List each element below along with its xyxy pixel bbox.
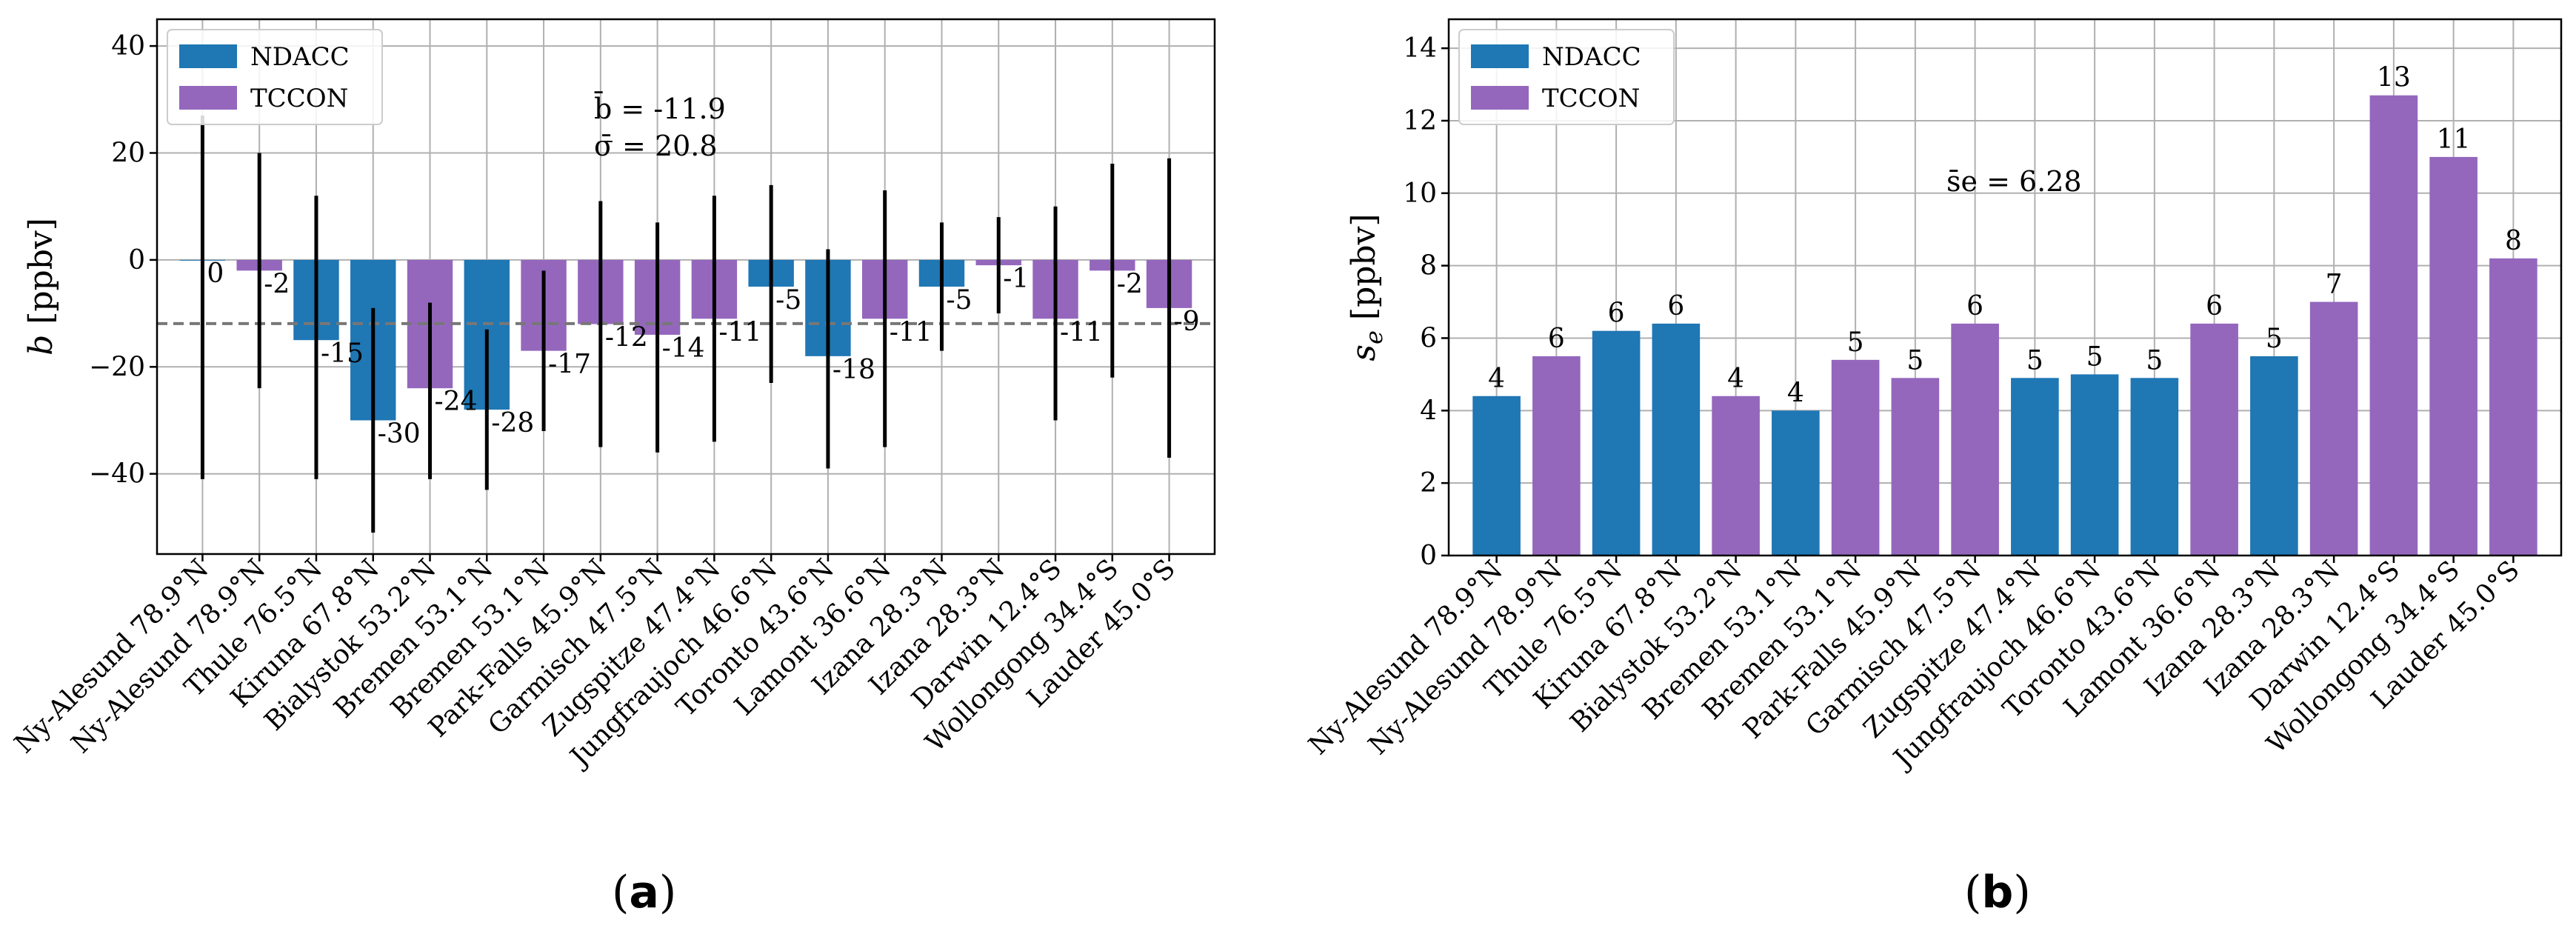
- bar: [2190, 323, 2238, 556]
- data-label: -1: [1003, 264, 1029, 294]
- y-axis-label: b [ppbv]: [22, 218, 60, 356]
- data-label: -30: [378, 419, 421, 450]
- y-tick-label: 2: [1420, 468, 1437, 498]
- bar: [1532, 356, 1581, 556]
- legend-label: NDACC: [1542, 42, 1641, 72]
- data-label: -2: [264, 269, 290, 299]
- y-tick-label: 8: [1420, 251, 1437, 281]
- data-label: 5: [1847, 327, 1864, 358]
- bar: [2369, 95, 2418, 556]
- data-label: 0: [207, 258, 224, 289]
- stat-annotation: σ̄ = 20.8: [594, 130, 718, 162]
- panel-b-label: (b): [1964, 867, 2031, 918]
- bar: [1951, 323, 1999, 556]
- data-label: 5: [2146, 345, 2163, 376]
- data-label: 5: [1906, 345, 1923, 376]
- data-label: -17: [548, 350, 591, 380]
- bar: [1652, 323, 1701, 556]
- bar: [1592, 330, 1641, 556]
- data-label: 4: [1727, 364, 1744, 394]
- data-label: 5: [2026, 345, 2043, 376]
- y-tick-label: 4: [1420, 396, 1437, 426]
- legend-swatch: [179, 86, 237, 110]
- bar: [1831, 359, 1880, 556]
- legend-label: TCCON: [250, 84, 348, 113]
- bar: [2250, 356, 2298, 556]
- bar: [2489, 258, 2537, 556]
- axes-frame: [1447, 18, 2563, 557]
- bar: [1772, 410, 1820, 556]
- axes-frame: [156, 18, 1216, 556]
- data-label: 8: [2505, 226, 2522, 256]
- y-tick-label: −20: [89, 352, 145, 382]
- data-label: 5: [2266, 324, 2283, 354]
- y-axis-label: se [ppbv]: [1345, 213, 1388, 361]
- y-tick-label: 10: [1403, 179, 1437, 209]
- data-label: -14: [662, 333, 705, 364]
- data-label: -15: [321, 338, 364, 369]
- data-label: -24: [435, 387, 478, 417]
- y-tick-label: 14: [1403, 33, 1437, 64]
- bar: [2130, 378, 2179, 556]
- data-label: -2: [1117, 269, 1143, 299]
- data-label: 6: [2206, 291, 2223, 321]
- data-label: 11: [2437, 124, 2471, 155]
- y-tick-label: 20: [111, 139, 145, 169]
- data-label: 6: [1548, 324, 1565, 354]
- y-tick-label: 0: [1420, 541, 1437, 571]
- data-label: -28: [491, 408, 534, 438]
- data-label: -9: [1174, 307, 1200, 337]
- bar: [1891, 378, 1940, 556]
- y-tick-label: −40: [89, 459, 145, 490]
- data-label: -11: [718, 317, 761, 347]
- data-label: -5: [775, 285, 801, 316]
- bar: [1472, 396, 1521, 556]
- panel-a-chart: 0 -2 -15 -30 -24 -28 -17 -12 -14 -11 -5 -18 -11 -5 -1 -…: [9, 18, 1216, 774]
- bar: [1712, 396, 1760, 556]
- data-label: -12: [605, 323, 648, 353]
- y-tick-label: 0: [128, 245, 145, 276]
- data-label: 4: [1488, 364, 1505, 394]
- legend-swatch: [179, 44, 237, 68]
- legend-swatch: [1471, 44, 1529, 68]
- y-tick-label: 6: [1420, 323, 1437, 353]
- bar: [2011, 378, 2059, 556]
- y-tick-label: 40: [111, 31, 145, 61]
- legend-swatch: [1471, 86, 1529, 110]
- data-label: -11: [1060, 317, 1103, 347]
- bar: [2070, 374, 2119, 556]
- bar: [2429, 156, 2477, 556]
- stat-annotation: s̄e = 6.28: [1946, 165, 2082, 198]
- y-tick-label: 12: [1403, 106, 1437, 136]
- data-label: 6: [1608, 298, 1625, 329]
- legend-label: TCCON: [1542, 84, 1640, 113]
- data-label: 5: [2086, 341, 2103, 372]
- data-label: 7: [2326, 270, 2343, 300]
- data-label: -18: [832, 355, 875, 385]
- stat-annotation: b̄ = -11.9: [594, 92, 726, 125]
- bar: [2309, 301, 2358, 556]
- data-label: -5: [946, 285, 972, 316]
- data-label: 13: [2377, 63, 2411, 93]
- panel-a-label: (a): [612, 867, 677, 918]
- data-label: 6: [1966, 291, 1983, 321]
- data-label: 4: [1787, 378, 1804, 408]
- data-label: -11: [890, 317, 932, 347]
- data-label: 6: [1667, 291, 1684, 321]
- legend-label: NDACC: [250, 42, 350, 72]
